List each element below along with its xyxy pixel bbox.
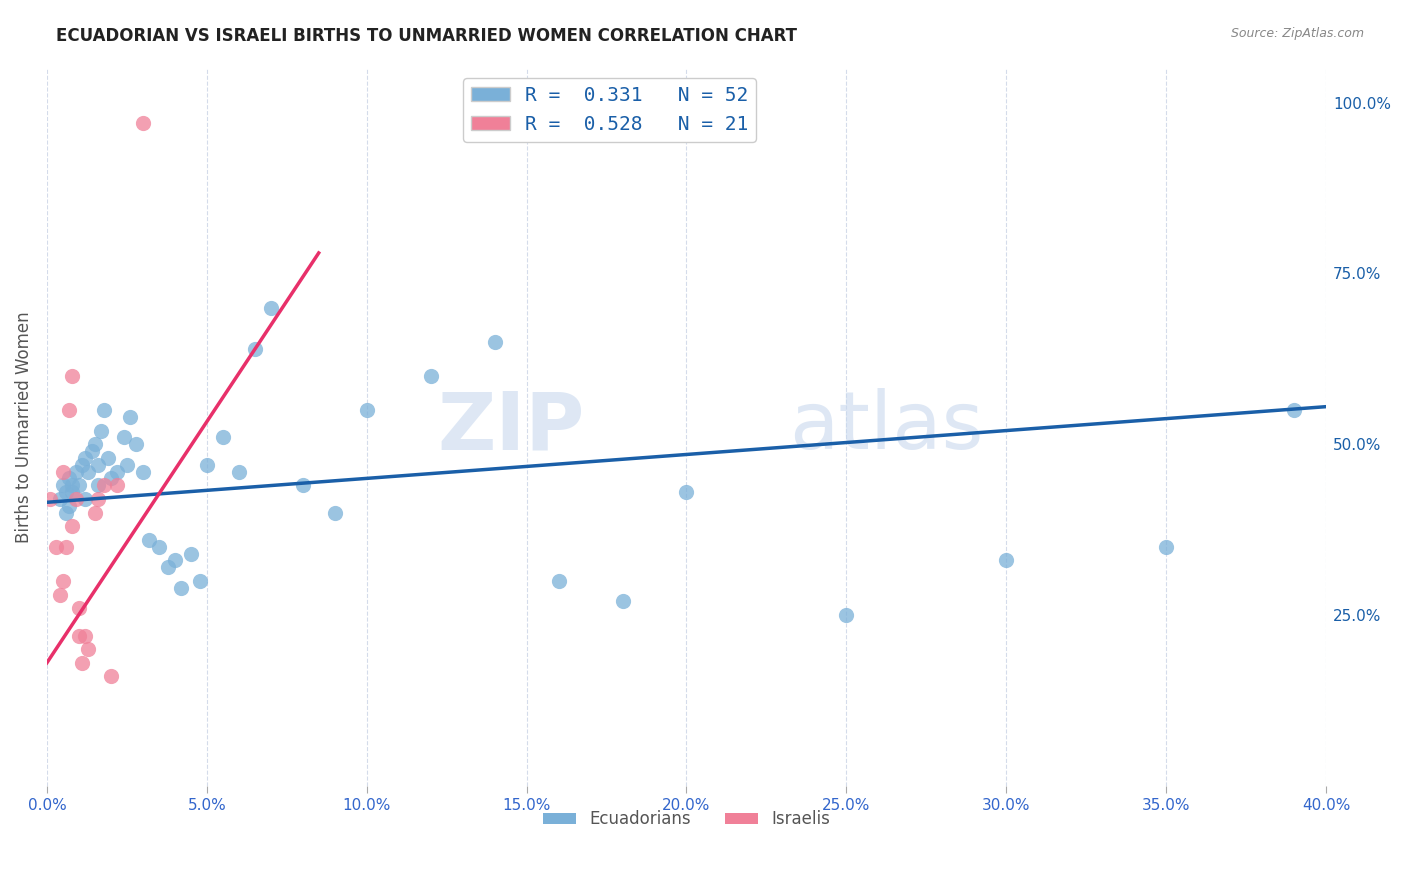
- Point: [75, 628, 97, 642]
- Point: [190, 574, 212, 588]
- Point: [157, 560, 180, 574]
- Point: [77, 465, 100, 479]
- Point: [260, 301, 283, 315]
- Point: [58, 403, 80, 417]
- Point: [75, 491, 97, 506]
- Point: [70, 458, 93, 472]
- Point: [48, 587, 70, 601]
- Text: ZIP: ZIP: [437, 388, 583, 467]
- Point: [291, 478, 314, 492]
- Point: [228, 465, 250, 479]
- Point: [39, 491, 62, 506]
- Point: [243, 342, 266, 356]
- Point: [67, 478, 90, 492]
- Point: [87, 458, 110, 472]
- Point: [52, 465, 75, 479]
- Point: [87, 491, 110, 506]
- Point: [612, 594, 634, 608]
- Point: [163, 553, 186, 567]
- Point: [180, 547, 202, 561]
- Point: [55, 485, 77, 500]
- Point: [83, 437, 105, 451]
- Point: [52, 574, 75, 588]
- Point: [195, 458, 218, 472]
- Point: [48, 491, 70, 506]
- Point: [112, 430, 135, 444]
- Point: [58, 499, 80, 513]
- Point: [105, 478, 128, 492]
- Point: [62, 478, 84, 492]
- Point: [80, 444, 103, 458]
- Point: [125, 437, 148, 451]
- Point: [65, 465, 87, 479]
- Point: [77, 642, 100, 657]
- Point: [83, 506, 105, 520]
- Text: atlas: atlas: [789, 388, 983, 467]
- Point: [675, 485, 697, 500]
- Point: [835, 607, 858, 622]
- Legend: Ecuadorians, Israelis: Ecuadorians, Israelis: [536, 804, 837, 835]
- Point: [100, 669, 122, 683]
- Point: [323, 506, 346, 520]
- Point: [105, 465, 128, 479]
- Point: [75, 450, 97, 465]
- Point: [93, 403, 115, 417]
- Point: [211, 430, 233, 444]
- Point: [547, 574, 569, 588]
- Point: [55, 506, 77, 520]
- Point: [100, 471, 122, 485]
- Point: [58, 471, 80, 485]
- Text: Source: ZipAtlas.com: Source: ZipAtlas.com: [1230, 27, 1364, 40]
- Point: [995, 553, 1018, 567]
- Point: [118, 409, 141, 424]
- Point: [65, 491, 87, 506]
- Point: [62, 368, 84, 383]
- Point: [52, 478, 75, 492]
- Point: [97, 450, 120, 465]
- Point: [484, 334, 506, 349]
- Point: [62, 519, 84, 533]
- Y-axis label: Births to Unmarried Women: Births to Unmarried Women: [15, 311, 32, 543]
- Point: [115, 458, 138, 472]
- Point: [87, 478, 110, 492]
- Point: [419, 368, 441, 383]
- Point: [138, 533, 160, 547]
- Point: [356, 403, 378, 417]
- Point: [170, 581, 193, 595]
- Point: [45, 540, 67, 554]
- Point: [1154, 540, 1177, 554]
- Point: [132, 465, 155, 479]
- Point: [70, 656, 93, 670]
- Point: [132, 116, 155, 130]
- Point: [148, 540, 170, 554]
- Point: [67, 601, 90, 615]
- Point: [1282, 403, 1305, 417]
- Point: [90, 424, 112, 438]
- Point: [93, 478, 115, 492]
- Text: ECUADORIAN VS ISRAELI BIRTHS TO UNMARRIED WOMEN CORRELATION CHART: ECUADORIAN VS ISRAELI BIRTHS TO UNMARRIE…: [56, 27, 797, 45]
- Point: [67, 628, 90, 642]
- Point: [55, 540, 77, 554]
- Point: [62, 485, 84, 500]
